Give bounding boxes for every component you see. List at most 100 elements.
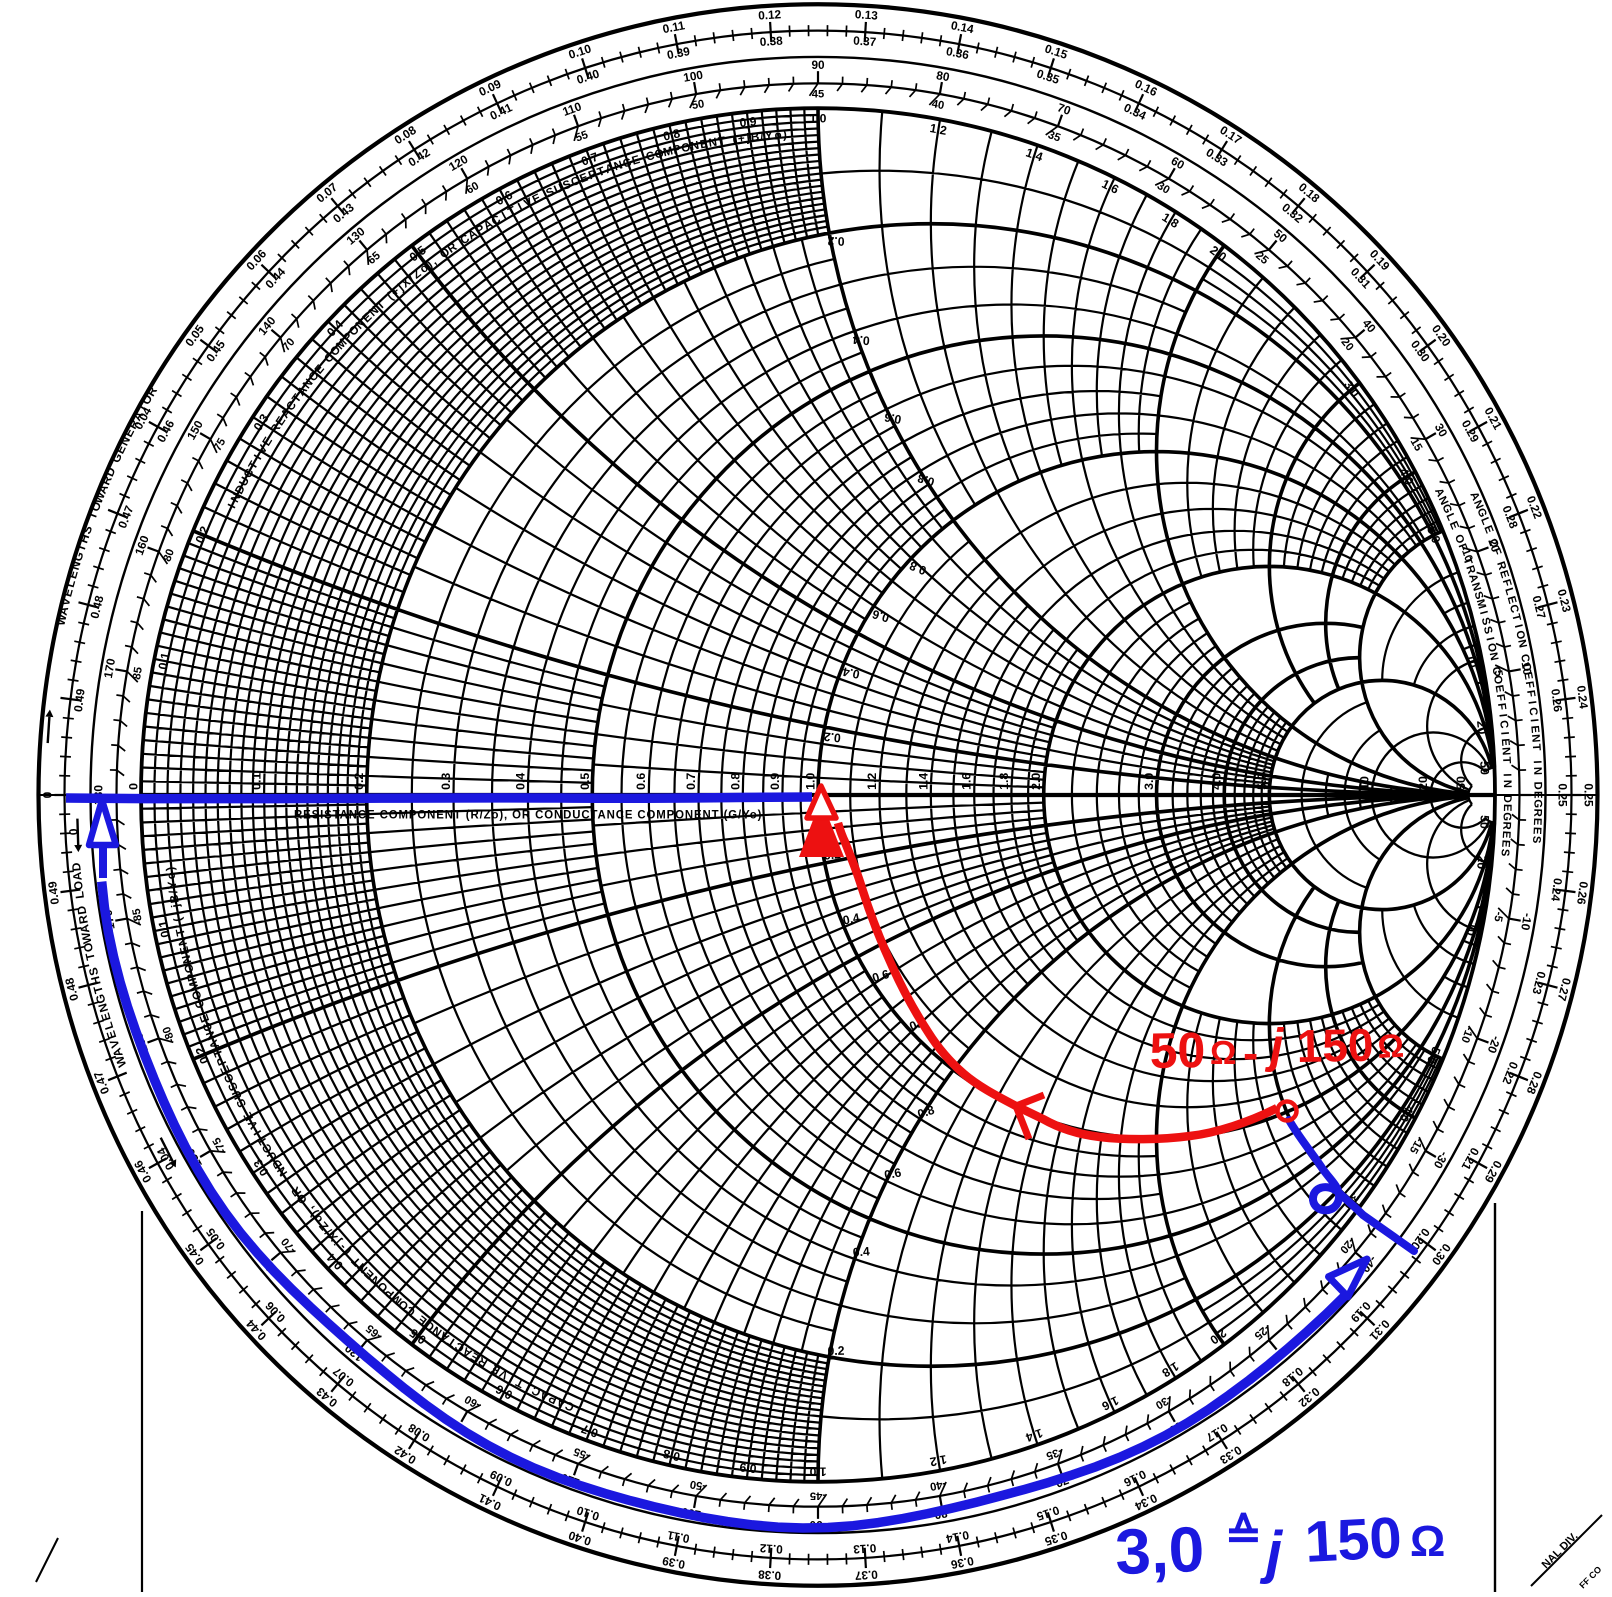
svg-text:0.24: 0.24 (1548, 877, 1565, 902)
svg-text:0.8: 0.8 (728, 773, 742, 790)
svg-text:G: G (1501, 812, 1513, 821)
svg-text:G: G (1531, 799, 1543, 808)
svg-text:85: 85 (131, 666, 145, 681)
svg-text:0.26: 0.26 (1548, 688, 1565, 713)
svg-text:3,0: 3,0 (1114, 1513, 1205, 1588)
svg-text:0.3: 0.3 (439, 773, 453, 790)
svg-text:0.4: 0.4 (852, 1244, 870, 1259)
svg-text:40: 40 (931, 98, 945, 112)
svg-text:0.5: 0.5 (578, 773, 592, 790)
svg-text:1.2: 1.2 (865, 773, 879, 790)
svg-text:0.2: 0.2 (352, 773, 366, 790)
svg-text:1.0: 1.0 (809, 1465, 826, 1479)
svg-text:0.24: 0.24 (1574, 685, 1591, 710)
svg-text:E: E (1499, 738, 1511, 747)
svg-text:Ω: Ω (1376, 1027, 1404, 1065)
svg-text:Ω: Ω (1210, 1034, 1236, 1071)
svg-text:0.9: 0.9 (768, 773, 782, 790)
svg-text:0.12: 0.12 (759, 1541, 783, 1557)
svg-text:0: 0 (41, 791, 55, 798)
svg-text:R: R (1500, 821, 1512, 830)
svg-text:50: 50 (691, 98, 705, 112)
svg-text:N: N (1501, 780, 1513, 788)
svg-text:≙: ≙ (1225, 1510, 1262, 1559)
svg-text:I: I (1531, 760, 1543, 764)
svg-text:RESISTANCE COMPONENT (R/Zo), O: RESISTANCE COMPONENT (R/Zo), OR CONDUCTA… (294, 809, 762, 821)
svg-text:Ω: Ω (1410, 1517, 1445, 1566)
svg-text:E: E (1501, 804, 1513, 812)
svg-text:0.4: 0.4 (513, 773, 527, 790)
svg-text:1.0: 1.0 (804, 773, 818, 790)
svg-text:10: 10 (1464, 653, 1480, 669)
svg-text:20: 20 (1474, 855, 1489, 870)
svg-text:E: E (1500, 830, 1512, 839)
svg-text:E: E (1532, 791, 1544, 799)
svg-text:0.2: 0.2 (823, 729, 841, 745)
svg-text:0: 0 (127, 783, 141, 790)
svg-text:0.6: 0.6 (634, 773, 648, 790)
svg-text:T: T (1530, 743, 1542, 751)
svg-text:0.1: 0.1 (250, 773, 264, 790)
svg-text:Y: Y (765, 129, 774, 143)
svg-text:B: B (750, 130, 760, 144)
svg-text:50: 50 (1454, 776, 1468, 790)
svg-text:C: C (1526, 707, 1539, 717)
svg-text:150: 150 (1303, 1505, 1403, 1575)
svg-text:-: - (1243, 1027, 1258, 1079)
svg-text:D: D (1501, 795, 1513, 803)
svg-text:N: N (1529, 734, 1542, 743)
svg-text:0.38: 0.38 (759, 33, 783, 49)
svg-text:20: 20 (1474, 720, 1489, 735)
svg-text:0.13: 0.13 (852, 1541, 876, 1557)
svg-text:90: 90 (811, 58, 825, 72)
svg-text:10: 10 (1357, 776, 1371, 790)
svg-text:0.6: 0.6 (883, 1165, 902, 1182)
svg-text:0.37: 0.37 (853, 33, 877, 49)
svg-text:-45: -45 (810, 1489, 826, 1501)
svg-text:2.0: 2.0 (1029, 773, 1043, 790)
svg-text:50: 50 (1477, 761, 1491, 775)
svg-text:I: I (1501, 773, 1513, 777)
svg-text:o: o (774, 129, 782, 143)
svg-text:-10: -10 (1518, 912, 1535, 932)
svg-text:0.4: 0.4 (852, 332, 870, 347)
svg-text:R: R (1531, 808, 1543, 816)
svg-text:3.0: 3.0 (1142, 773, 1156, 790)
svg-text:0.49: 0.49 (71, 688, 88, 713)
svg-text:10: 10 (1464, 921, 1480, 937)
svg-text:D: D (1531, 782, 1543, 790)
svg-text:N: N (1531, 767, 1543, 776)
svg-text:-5: -5 (1491, 911, 1504, 923)
svg-text:0.49: 0.49 (45, 880, 62, 905)
svg-text:C: C (1497, 720, 1510, 729)
svg-text:S: S (1498, 848, 1511, 857)
svg-text:4.0: 4.0 (1210, 773, 1224, 790)
svg-text:0.38: 0.38 (757, 1567, 781, 1583)
svg-text:150: 150 (1296, 1019, 1374, 1072)
svg-text:1.8: 1.8 (997, 773, 1011, 790)
svg-text:0.26: 0.26 (1574, 881, 1591, 906)
svg-text:E: E (1530, 827, 1542, 836)
svg-text:0.9: 0.9 (739, 1460, 757, 1476)
svg-text:T: T (1500, 756, 1512, 764)
svg-text:0.7: 0.7 (684, 773, 698, 790)
svg-text:1.6: 1.6 (960, 773, 974, 790)
svg-text:50: 50 (1149, 1022, 1206, 1079)
svg-text:0.25: 0.25 (1582, 783, 1596, 807)
svg-text:): ) (783, 128, 788, 141)
svg-text:0.13: 0.13 (854, 7, 878, 23)
svg-text:S: S (1530, 835, 1542, 844)
svg-text:0.6: 0.6 (883, 410, 902, 427)
svg-text:1.0: 1.0 (810, 111, 827, 125)
svg-text:0.12: 0.12 (758, 7, 782, 23)
svg-text:E: E (1499, 839, 1511, 848)
svg-text:45: 45 (812, 88, 824, 100)
svg-text:0.25: 0.25 (1556, 783, 1570, 807)
svg-text:E: E (1531, 818, 1543, 826)
svg-text:D: D (69, 862, 84, 872)
svg-text:5.0: 5.0 (1255, 773, 1269, 790)
svg-text:20: 20 (1416, 776, 1430, 790)
svg-text:N: N (1499, 747, 1511, 756)
svg-text:0.2: 0.2 (827, 1344, 844, 1358)
svg-text:1.4: 1.4 (916, 773, 930, 790)
